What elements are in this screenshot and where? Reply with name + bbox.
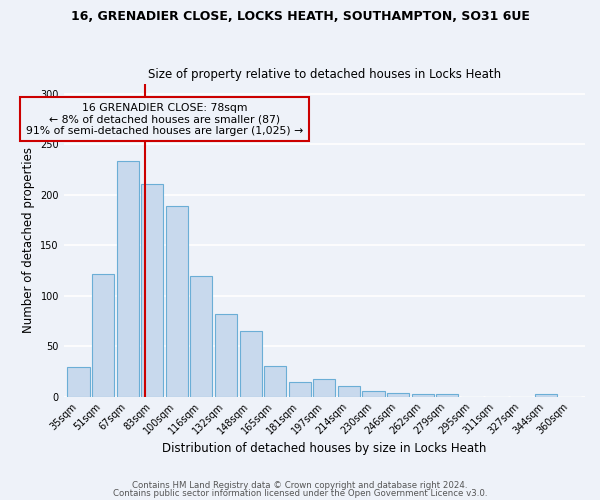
X-axis label: Distribution of detached houses by size in Locks Heath: Distribution of detached houses by size … bbox=[162, 442, 487, 455]
Text: 16, GRENADIER CLOSE, LOCKS HEATH, SOUTHAMPTON, SO31 6UE: 16, GRENADIER CLOSE, LOCKS HEATH, SOUTHA… bbox=[71, 10, 529, 23]
Title: Size of property relative to detached houses in Locks Heath: Size of property relative to detached ho… bbox=[148, 68, 501, 81]
Bar bbox=[67, 368, 89, 396]
Bar bbox=[313, 380, 335, 396]
Bar bbox=[141, 184, 163, 396]
Bar bbox=[92, 274, 114, 396]
Bar bbox=[436, 394, 458, 396]
Bar bbox=[264, 366, 286, 396]
Bar bbox=[289, 382, 311, 396]
Bar bbox=[338, 386, 360, 396]
Bar bbox=[412, 394, 434, 396]
Bar bbox=[166, 206, 188, 396]
Bar bbox=[362, 390, 385, 396]
Text: Contains HM Land Registry data © Crown copyright and database right 2024.: Contains HM Land Registry data © Crown c… bbox=[132, 481, 468, 490]
Bar bbox=[116, 162, 139, 396]
Bar bbox=[190, 276, 212, 396]
Bar bbox=[387, 392, 409, 396]
Bar bbox=[535, 394, 557, 396]
Text: 16 GRENADIER CLOSE: 78sqm
← 8% of detached houses are smaller (87)
91% of semi-d: 16 GRENADIER CLOSE: 78sqm ← 8% of detach… bbox=[26, 102, 303, 136]
Text: Contains public sector information licensed under the Open Government Licence v3: Contains public sector information licen… bbox=[113, 488, 487, 498]
Bar bbox=[215, 314, 237, 396]
Y-axis label: Number of detached properties: Number of detached properties bbox=[22, 147, 35, 333]
Bar bbox=[239, 331, 262, 396]
